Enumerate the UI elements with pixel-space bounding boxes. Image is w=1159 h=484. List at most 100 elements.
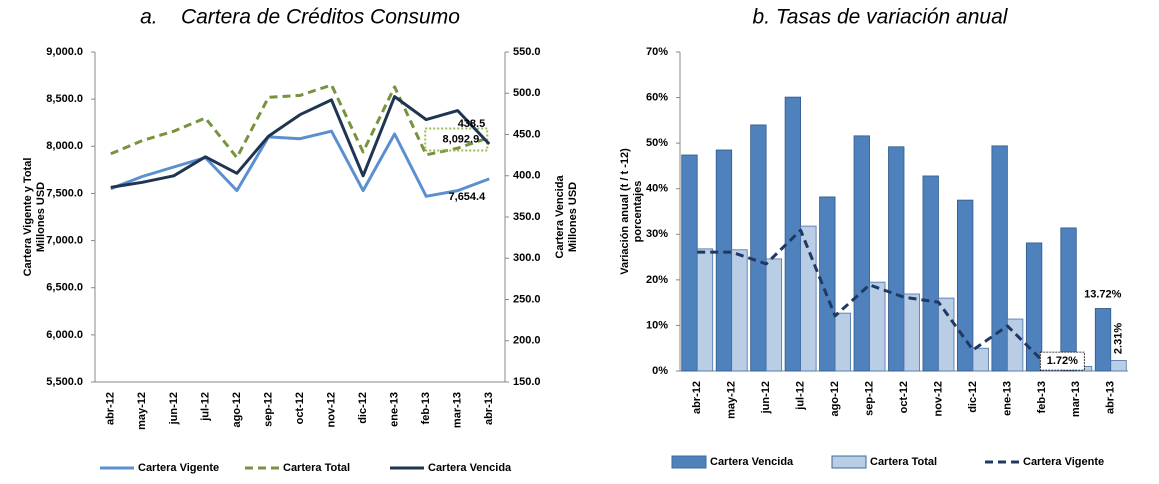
bar — [750, 124, 767, 372]
x-tick-label: ene-13 — [1001, 381, 1013, 416]
x-tick-label: sep-12 — [863, 381, 875, 416]
y-tick-label: 5,500.0 — [46, 376, 83, 388]
legend-swatch — [831, 455, 867, 469]
x-tick-label: feb-13 — [420, 392, 432, 424]
chart-title: b. Tasas de variación anual — [753, 6, 1009, 29]
bar — [1110, 360, 1127, 372]
bar — [938, 297, 955, 372]
x-tick-label: ene-13 — [389, 392, 401, 427]
axis-title: porcentajes — [632, 181, 644, 243]
bar — [1094, 308, 1112, 372]
axis-title: Cartera Vencida — [554, 175, 566, 259]
y-tick-label: 8,000.0 — [46, 140, 83, 152]
legend-label: Cartera Vigente — [138, 462, 219, 474]
x-tick-label: ago-12 — [231, 392, 243, 427]
axis-title: Millones USD — [35, 182, 47, 252]
bar — [715, 149, 733, 372]
legend-label: Cartera Total — [283, 462, 350, 474]
y-tick-label: 10% — [646, 319, 668, 331]
x-tick-label: nov-12 — [932, 381, 944, 416]
y2-tick-label: 300.0 — [513, 252, 541, 264]
legend-label: Cartera Vencida — [428, 462, 512, 474]
data-label: 438.5 — [458, 118, 486, 130]
axis-title: Variación anual (t / t -12) — [619, 148, 631, 275]
y-tick-label: 50% — [646, 137, 668, 149]
y2-tick-label: 150.0 — [513, 376, 541, 388]
x-tick-label: abr-12 — [105, 392, 117, 425]
bar — [853, 135, 870, 372]
bar — [957, 199, 974, 372]
bar — [784, 96, 802, 372]
data-label: 1.72% — [1047, 355, 1078, 367]
bar — [1025, 242, 1043, 372]
data-label: 2.31% — [1112, 323, 1124, 354]
x-tick-label: mar-13 — [452, 392, 464, 428]
data-label: 8,092.9 — [443, 133, 480, 145]
chart-title: a. Cartera de Créditos Consumo — [140, 6, 460, 29]
bar — [800, 225, 817, 372]
x-tick-label: may-12 — [726, 381, 738, 419]
bar — [834, 312, 851, 372]
series-line — [697, 228, 1077, 365]
bar — [696, 248, 714, 372]
x-tick-label: ago-12 — [829, 381, 841, 416]
x-tick-label: dic-12 — [967, 381, 979, 413]
x-tick-label: abr-13 — [483, 392, 495, 425]
bar — [1006, 318, 1024, 372]
y-tick-label: 70% — [646, 46, 668, 58]
y2-tick-label: 500.0 — [513, 87, 541, 99]
x-tick-label: jun-12 — [760, 381, 772, 414]
x-tick-label: mar-13 — [1070, 381, 1082, 417]
x-tick-label: jul-12 — [199, 392, 211, 422]
y-tick-label: 40% — [646, 183, 668, 195]
bar — [681, 154, 698, 372]
legend-label: Cartera Total — [870, 456, 937, 468]
bar — [903, 293, 920, 372]
bar — [731, 249, 748, 372]
y-tick-label: 6,000.0 — [46, 329, 83, 341]
bar — [765, 258, 783, 372]
x-tick-label: nov-12 — [325, 392, 337, 427]
legend-swatch — [671, 455, 707, 469]
y2-tick-label: 200.0 — [513, 335, 541, 347]
axis-title: Cartera Vigente y Total — [22, 158, 34, 277]
y-tick-label: 20% — [646, 274, 668, 286]
y-tick-label: 60% — [646, 91, 668, 103]
bar — [819, 196, 836, 372]
x-tick-label: jun-12 — [168, 392, 180, 425]
data-label: 13.72% — [1084, 288, 1122, 300]
axis-title: Millones USD — [567, 182, 579, 252]
label-box — [424, 127, 489, 152]
label-box — [1039, 351, 1085, 371]
bar — [888, 146, 905, 372]
data-label: 7,654.4 — [449, 191, 487, 203]
x-tick-label: abr-12 — [691, 381, 703, 414]
y-tick-label: 6,500.0 — [46, 282, 83, 294]
bar — [972, 347, 989, 372]
y2-tick-label: 250.0 — [513, 293, 541, 305]
x-tick-label: feb-13 — [1036, 381, 1048, 413]
series-line — [110, 83, 490, 160]
y-tick-label: 0% — [652, 365, 668, 377]
y2-tick-label: 450.0 — [513, 128, 541, 140]
y-tick-label: 7,500.0 — [46, 187, 83, 199]
legend-label: Cartera Vencida — [710, 456, 794, 468]
x-tick-label: oct-12 — [898, 381, 910, 413]
y2-tick-label: 550.0 — [513, 46, 541, 58]
x-tick-label: may-12 — [136, 392, 148, 430]
series-line — [110, 95, 491, 189]
series-line — [110, 129, 490, 198]
y-tick-label: 9,000.0 — [46, 46, 83, 58]
x-tick-label: dic-12 — [357, 392, 369, 424]
y-tick-label: 30% — [646, 228, 668, 240]
bar — [922, 175, 939, 372]
bar — [991, 145, 1008, 372]
y-tick-label: 8,500.0 — [46, 93, 83, 105]
y2-tick-label: 400.0 — [513, 170, 541, 182]
x-tick-label: sep-12 — [262, 392, 274, 427]
x-tick-label: oct-12 — [294, 392, 306, 424]
legend-label: Cartera Vigente — [1023, 456, 1104, 468]
y2-tick-label: 350.0 — [513, 211, 541, 223]
bar — [869, 281, 886, 372]
